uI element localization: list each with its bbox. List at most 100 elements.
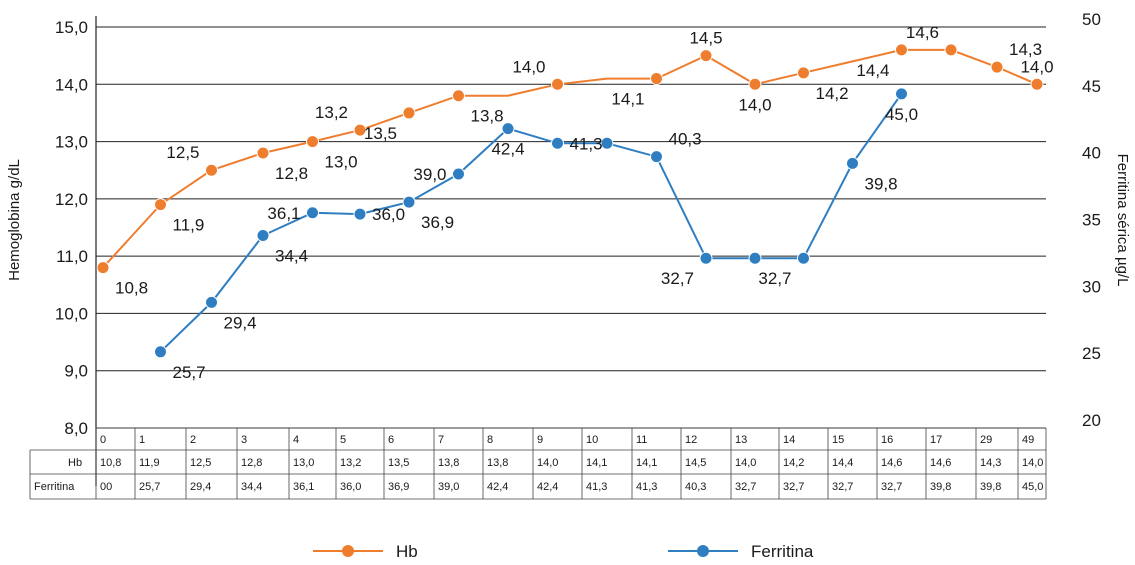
table-cell: 14,0 [735,457,756,469]
table-cell: 25,7 [139,481,160,493]
table-cell: 32,7 [832,481,853,493]
table-cell: 13,5 [388,457,409,469]
right-tick-label: 35 [1082,211,1101,230]
right-tick-label: 20 [1082,411,1101,430]
table-header-cell: 10 [586,434,598,446]
data-label: 42,4 [491,140,524,159]
table-cell: 39,8 [980,481,1001,493]
data-point-ferritina [895,87,908,101]
table-cell: 29,4 [190,481,211,493]
data-point-hb [748,77,762,91]
data-label: 12,5 [166,143,199,162]
table-header-cell: 14 [783,434,795,446]
data-label: 36,9 [421,213,454,232]
table-cell: 13,8 [438,457,459,469]
data-point-ferritina [846,156,859,170]
data-point-hb [205,163,218,177]
data-point-ferritina [797,251,810,265]
data-label: 13,8 [471,107,504,126]
table-cell: 32,7 [881,481,902,493]
table-row-label: Hb [68,457,82,469]
series-line-hb [102,48,1038,269]
data-label: 29,4 [224,313,257,332]
table-header-cell: 9 [537,434,543,446]
legend: Hb Ferritina [313,542,814,561]
right-tick-label: 30 [1082,277,1101,296]
data-label: 40,3 [669,130,702,149]
table-cell: 11,9 [139,457,160,469]
data-label: 14,6 [906,23,939,42]
table-header-cell: 12 [685,434,697,446]
table-cell: 34,4 [241,481,262,493]
table-header-cell: 0 [100,434,106,446]
right-tick-label: 25 [1082,344,1101,363]
table-cell: 14,2 [783,457,804,469]
data-point-hb [154,198,167,212]
data-labels: 10,8 11,9 12,5 12,8 13,0 13,2 13,5 13,8 14,0 14,1… [115,23,1054,382]
data-point-ferritina [154,345,167,359]
data-point-hb [306,135,319,149]
table-header-cell: 15 [832,434,844,446]
series-lines [102,48,1038,353]
table-header-cell: 2 [190,434,196,446]
table-cell: 39,0 [438,481,459,493]
series-points [96,43,1044,359]
data-label: 11,9 [173,216,205,235]
data-label: 32,7 [661,269,694,288]
data-point-ferritina [256,229,270,243]
data-label: 25,7 [173,363,206,382]
table-cell: 45,0 [1022,481,1043,493]
right-axis-ticks: 50 45 40 35 30 25 20 [1082,10,1101,430]
table-cell: 42,4 [537,481,558,493]
data-label: 14,5 [689,29,722,48]
table-cell: 13,8 [487,457,508,469]
table-cell: 13,2 [340,457,361,469]
table-cell: 39,8 [930,481,951,493]
series-line-ferritina [159,93,903,353]
data-label: 41,3 [570,134,603,153]
left-tick-label: 12,0 [55,190,88,209]
left-tick-label: 8,0 [64,419,88,438]
data-label: 12,8 [275,164,308,183]
data-point-ferritina [699,251,713,265]
table-cell: 13,0 [293,457,314,469]
data-label: 14,0 [1020,57,1053,76]
table-cell: 14,0 [537,457,558,469]
data-point-hb [551,77,564,91]
data-label: 32,7 [758,269,791,288]
left-tick-label: 13,0 [55,133,88,152]
left-tick-label: 15,0 [55,18,88,37]
data-point-ferritina [205,295,218,309]
table-cell: 14,1 [586,457,607,469]
table-cell: 41,3 [586,481,607,493]
data-label: 14,3 [1009,40,1042,59]
data-label: 14,1 [611,90,644,109]
data-point-ferritina [650,150,663,164]
table-cell: 32,7 [735,481,756,493]
data-label: 39,0 [413,165,446,184]
table-cell: 12,8 [241,457,262,469]
table-cell: 00 [100,481,112,493]
table-cell: 14,0 [1022,457,1043,469]
table-cell: 36,9 [388,481,409,493]
table-header-cell: 1 [139,434,145,446]
data-point-ferritina [501,122,515,136]
data-point-hb [452,89,465,103]
left-axis-ticks: 15,0 14,0 13,0 12,0 11,0 10,0 9,0 8,0 [55,18,88,438]
data-point-hb [797,66,810,80]
data-label: 36,1 [267,204,300,223]
right-tick-label: 40 [1082,144,1101,163]
table-cell: 14,6 [881,457,902,469]
data-point-ferritina [452,167,465,181]
data-label: 14,4 [856,61,889,80]
table-header-cell: 6 [388,434,394,446]
data-point-hb [256,146,270,160]
table-cell: 10,8 [100,457,121,469]
table-cell: 14,1 [636,457,657,469]
table-header-cell: 3 [241,434,247,446]
data-label: 14,0 [512,57,545,76]
right-tick-label: 50 [1082,10,1101,29]
gridlines [95,16,1046,486]
table-cell: 36,0 [340,481,361,493]
